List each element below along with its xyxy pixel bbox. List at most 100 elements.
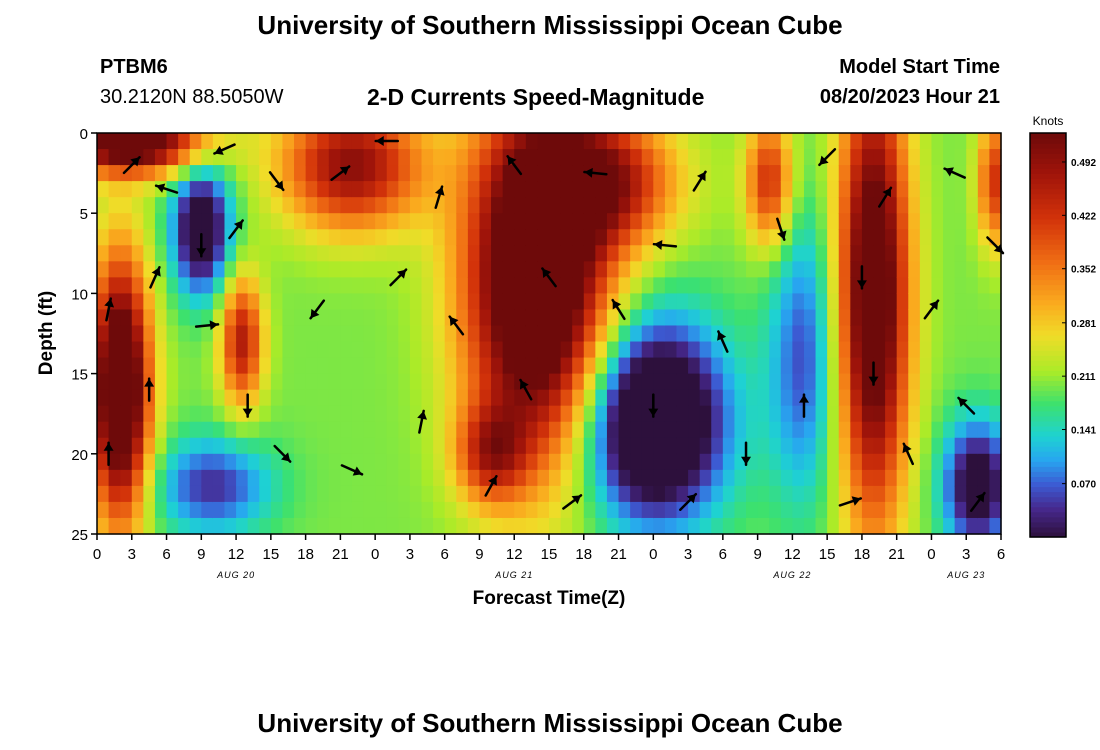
heatmap-cell xyxy=(827,501,840,519)
heatmap-cell xyxy=(734,517,747,535)
colorbar-segment xyxy=(1030,350,1066,356)
heatmap-cell xyxy=(896,421,909,439)
heatmap-cell xyxy=(572,325,585,343)
heatmap-cell xyxy=(931,165,944,182)
heatmap-cell xyxy=(398,293,411,311)
heatmap-cell xyxy=(120,341,133,359)
heatmap-cell xyxy=(351,325,365,343)
heatmap-cell xyxy=(120,325,133,343)
heatmap-cell xyxy=(757,309,770,327)
heatmap-cell xyxy=(166,181,179,198)
heatmap-cell xyxy=(722,261,736,278)
heatmap-cell xyxy=(398,485,411,503)
heatmap-cell xyxy=(166,389,179,407)
heatmap-cell xyxy=(560,485,573,503)
heatmap-cell xyxy=(317,133,330,150)
heatmap-cell xyxy=(919,453,933,471)
heatmap-cell xyxy=(97,165,110,182)
current-arrow xyxy=(818,148,837,167)
colorbar-segment xyxy=(1030,335,1066,341)
heatmap-cell xyxy=(954,325,967,343)
heatmap-cell xyxy=(896,229,909,246)
heatmap-cell xyxy=(966,341,979,359)
heatmap-cell xyxy=(560,245,573,262)
heatmap-cell xyxy=(120,181,133,198)
heatmap-cell xyxy=(873,181,886,198)
heatmap-cell xyxy=(131,293,144,311)
heatmap-cell xyxy=(827,229,840,246)
current-arrow xyxy=(122,156,141,175)
heatmap-cell xyxy=(525,469,539,487)
heatmap-cell xyxy=(108,213,121,230)
heatmap-cell xyxy=(873,133,886,150)
heatmap-cell xyxy=(351,149,365,166)
heatmap-cell xyxy=(201,469,214,487)
heatmap-cell xyxy=(560,389,573,407)
heatmap-cell xyxy=(247,373,260,391)
colorbar-segment xyxy=(1030,284,1066,291)
heatmap-cell xyxy=(444,373,457,391)
heatmap-cell xyxy=(247,309,260,327)
heatmap-cell xyxy=(560,373,573,391)
heatmap-cell xyxy=(236,229,249,246)
heatmap-cell xyxy=(178,309,191,327)
heatmap-cell xyxy=(769,181,782,198)
heatmap-cell xyxy=(236,469,249,487)
heatmap-cell xyxy=(212,293,226,311)
heatmap-cell xyxy=(815,421,828,439)
heatmap-cell xyxy=(641,501,654,519)
heatmap-cell xyxy=(317,485,330,503)
heatmap-cell xyxy=(711,389,724,407)
heatmap-cell xyxy=(815,357,828,375)
x-tick-label: 3 xyxy=(406,546,414,563)
heatmap-cell xyxy=(282,229,295,246)
heatmap-cell xyxy=(143,437,156,455)
heatmap-cell xyxy=(838,181,851,198)
heatmap-cell xyxy=(966,437,979,455)
colorbar-tick-label: 0.281 xyxy=(1071,319,1096,330)
heatmap-cell xyxy=(572,165,585,182)
heatmap-cell xyxy=(560,357,573,375)
heatmap-cell xyxy=(282,437,295,455)
heatmap-cell xyxy=(131,405,144,423)
heatmap-cell xyxy=(525,293,539,311)
heatmap-cell xyxy=(433,405,446,423)
heatmap-cell xyxy=(908,469,921,487)
heatmap-cell xyxy=(120,405,133,423)
heatmap-cell xyxy=(131,229,144,246)
heatmap-cell xyxy=(270,341,284,359)
heatmap-cell xyxy=(583,469,596,487)
heatmap-cell xyxy=(769,325,782,343)
heatmap-cell xyxy=(525,421,539,439)
heatmap-cell xyxy=(479,389,492,407)
heatmap-cell xyxy=(166,453,179,471)
heatmap-cell xyxy=(120,277,133,294)
heatmap-cell xyxy=(653,469,666,487)
heatmap-cell xyxy=(375,437,388,455)
heatmap-cell xyxy=(386,261,399,278)
heatmap-cell xyxy=(282,469,295,487)
heatmap-cell xyxy=(421,245,434,262)
heatmap-cell xyxy=(294,469,307,487)
heatmap-cell xyxy=(108,453,121,471)
heatmap-cell xyxy=(305,165,318,182)
heatmap-cell xyxy=(688,149,701,166)
colorbar-segment xyxy=(1030,481,1066,488)
heatmap-cell xyxy=(861,357,875,375)
heatmap-cell xyxy=(850,293,863,311)
heatmap-cell xyxy=(224,325,237,343)
heatmap-cell xyxy=(850,325,863,343)
heatmap-cell xyxy=(363,341,376,359)
heatmap-cell xyxy=(572,517,585,535)
heatmap-cell xyxy=(247,357,260,375)
heatmap-cell xyxy=(827,165,840,182)
x-axis-label: Forecast Time(Z) xyxy=(473,588,626,609)
current-arrow xyxy=(228,219,244,240)
heatmap-cell xyxy=(305,421,318,439)
heatmap-cell xyxy=(97,245,110,262)
heatmap-cell xyxy=(491,341,504,359)
heatmap-cell xyxy=(375,517,388,535)
heatmap-cell xyxy=(780,517,793,535)
heatmap-cell xyxy=(734,133,747,150)
heatmap-cell xyxy=(977,437,991,455)
